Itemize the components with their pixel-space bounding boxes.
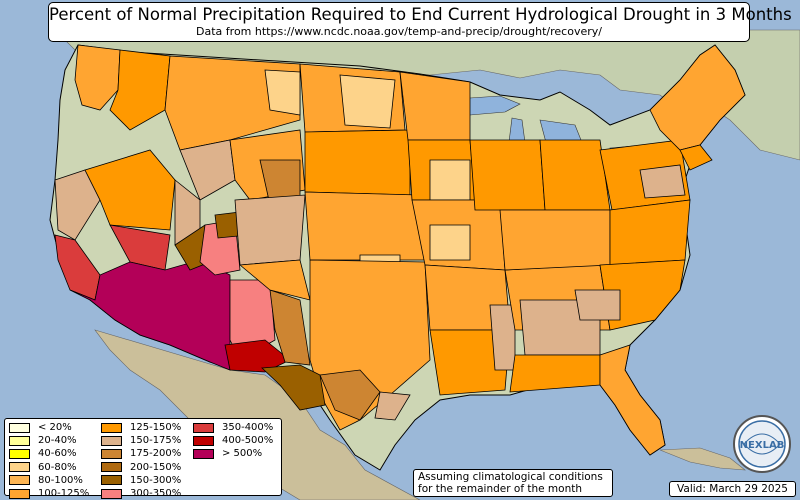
assumption-note: Assuming climatological conditions for t…: [413, 469, 613, 497]
legend-swatch: [9, 488, 30, 499]
legend-item: 175-200%: [101, 447, 193, 460]
legend-label: 20-40%: [38, 435, 77, 447]
legend-label: 300-350%: [130, 488, 182, 500]
legend-item: < 20%: [9, 421, 101, 434]
legend-item: 200-150%: [101, 461, 193, 474]
legend-item: 350-400%: [193, 421, 285, 434]
legend-item: 80-100%: [9, 474, 101, 487]
legend-label: 175-200%: [130, 448, 182, 460]
legend-swatch: [9, 422, 30, 433]
legend-label: > 500%: [222, 448, 263, 460]
mexico-land: [94, 329, 421, 500]
legend-item: 150-175%: [101, 434, 193, 447]
legend-label: 100-125%: [38, 488, 90, 500]
legend-swatch: [101, 488, 122, 499]
legend-label: 200-150%: [130, 461, 182, 473]
legend-swatch: [193, 448, 214, 459]
legend-label: 125-150%: [130, 422, 182, 434]
legend-swatch: [101, 475, 122, 486]
legend-item: 60-80%: [9, 461, 101, 474]
legend-swatch: [101, 462, 122, 473]
valid-date: Valid: March 29 2025: [669, 481, 796, 497]
legend-label: 350-400%: [222, 422, 274, 434]
legend-swatch: [101, 448, 122, 459]
legend-swatch: [9, 435, 30, 446]
legend-label: 40-60%: [38, 448, 77, 460]
legend-item: 20-40%: [9, 434, 101, 447]
map-subtitle: Data from https://www.ncdc.noaa.gov/temp…: [196, 25, 602, 38]
legend-swatch: [101, 422, 122, 433]
caribbean-land: [659, 447, 746, 471]
legend-label: 60-80%: [38, 461, 77, 473]
legend-item: > 500%: [193, 447, 285, 460]
map-title: Percent of Normal Precipitation Required…: [49, 5, 792, 24]
legend-swatch: [9, 448, 30, 459]
legend-label: 80-100%: [38, 474, 83, 486]
nexlab-logo: NEXLAB: [733, 415, 791, 473]
legend-item: 400-500%: [193, 434, 285, 447]
note-line-2: for the remainder of the month: [418, 483, 583, 495]
drought-regions: [54, 44, 746, 456]
legend-swatch: [193, 435, 214, 446]
legend-swatch: [9, 475, 30, 486]
legend: < 20% 20-40% 40-60% 60-80% 80-100% 100-125% 12…: [4, 418, 285, 499]
legend-item: 125-150%: [101, 421, 193, 434]
note-line-1: Assuming climatological conditions: [418, 471, 603, 483]
legend-label: 150-300%: [130, 474, 182, 486]
legend-swatch: [193, 422, 214, 433]
legend-item: 40-60%: [9, 447, 101, 460]
legend-label: 150-175%: [130, 435, 182, 447]
title-box: Percent of Normal Precipitation Required…: [48, 2, 792, 42]
legend-swatch: [101, 435, 122, 446]
logo-text: NEXLAB: [740, 440, 785, 451]
legend-item: 100-125%: [9, 487, 101, 500]
legend-label: < 20%: [38, 422, 72, 434]
legend-swatch: [9, 462, 30, 473]
legend-item: 300-350%: [101, 487, 193, 500]
legend-label: 400-500%: [222, 435, 274, 447]
legend-item: 150-300%: [101, 474, 193, 487]
